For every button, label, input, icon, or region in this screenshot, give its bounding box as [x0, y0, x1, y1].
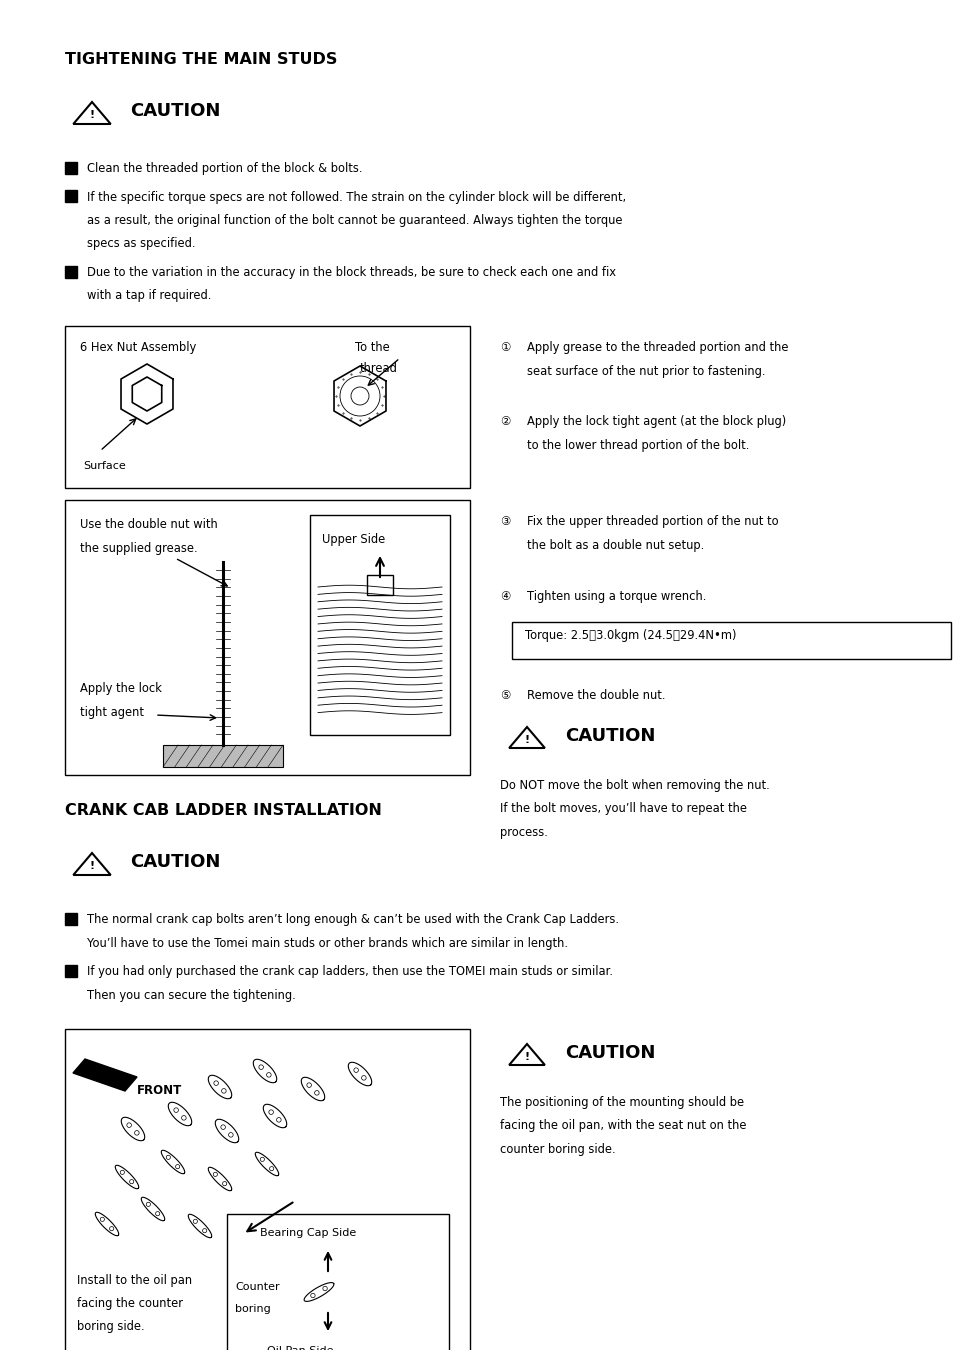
Text: the supplied grease.: the supplied grease. — [80, 541, 197, 555]
Text: !: ! — [90, 861, 94, 871]
Text: Surface: Surface — [83, 460, 126, 471]
Bar — [512, 621, 950, 659]
Text: process.: process. — [499, 826, 547, 838]
Text: ③: ③ — [499, 514, 510, 528]
Text: Counter: Counter — [234, 1282, 279, 1292]
Text: ④: ④ — [499, 590, 510, 603]
Bar — [65, 500, 470, 775]
Text: ⑤: ⑤ — [499, 688, 510, 702]
Text: boring side.: boring side. — [77, 1320, 145, 1332]
Text: Oil Pan Side: Oil Pan Side — [267, 1346, 334, 1350]
Text: CAUTION: CAUTION — [130, 853, 220, 871]
Text: Tighten using a torque wrench.: Tighten using a torque wrench. — [526, 590, 705, 603]
Text: Due to the variation in the accuracy in the block threads, be sure to check each: Due to the variation in the accuracy in … — [87, 266, 616, 279]
Bar — [65, 1029, 470, 1350]
Text: ②: ② — [499, 414, 510, 428]
Polygon shape — [73, 1058, 137, 1091]
Text: counter boring side.: counter boring side. — [499, 1143, 615, 1156]
Text: FRONT: FRONT — [137, 1084, 182, 1098]
Text: !: ! — [524, 1052, 529, 1061]
Bar — [367, 575, 393, 595]
Text: 6 Hex Nut Assembly: 6 Hex Nut Assembly — [80, 342, 196, 354]
Text: boring: boring — [234, 1304, 271, 1314]
Text: Then you can secure the tightening.: Then you can secure the tightening. — [87, 988, 295, 1002]
Text: facing the oil pan, with the seat nut on the: facing the oil pan, with the seat nut on… — [499, 1119, 745, 1133]
Bar — [65, 190, 76, 202]
Text: Fix the upper threaded portion of the nut to: Fix the upper threaded portion of the nu… — [526, 514, 778, 528]
Text: !: ! — [524, 734, 529, 745]
Bar — [227, 1214, 449, 1350]
Text: Install to the oil pan: Install to the oil pan — [77, 1274, 192, 1287]
Text: !: ! — [90, 111, 94, 120]
Text: Apply the lock tight agent (at the block plug): Apply the lock tight agent (at the block… — [526, 414, 785, 428]
Text: the bolt as a double nut setup.: the bolt as a double nut setup. — [526, 539, 703, 552]
Text: CAUTION: CAUTION — [564, 728, 655, 745]
Text: Use the double nut with: Use the double nut with — [80, 518, 217, 531]
Text: Remove the double nut.: Remove the double nut. — [526, 688, 665, 702]
Text: Torque: 2.5～3.0kgm (24.5～29.4N•m): Torque: 2.5～3.0kgm (24.5～29.4N•m) — [524, 629, 736, 641]
Text: You’ll have to use the Tomei main studs or other brands which are similar in len: You’ll have to use the Tomei main studs … — [87, 937, 567, 949]
Bar — [163, 745, 283, 767]
Bar — [65, 325, 470, 487]
Text: seat surface of the nut prior to fastening.: seat surface of the nut prior to fasteni… — [526, 364, 764, 378]
Text: thread: thread — [359, 362, 397, 375]
Text: as a result, the original function of the bolt cannot be guaranteed. Always tigh: as a result, the original function of th… — [87, 215, 622, 227]
Text: TIGHTENING THE MAIN STUDS: TIGHTENING THE MAIN STUDS — [65, 53, 337, 68]
Text: to the lower thread portion of the bolt.: to the lower thread portion of the bolt. — [526, 439, 749, 451]
Text: The normal crank cap bolts aren’t long enough & can’t be used with the Crank Cap: The normal crank cap bolts aren’t long e… — [87, 913, 618, 926]
Text: Clean the threaded portion of the block & bolts.: Clean the threaded portion of the block … — [87, 162, 362, 176]
Bar — [65, 965, 76, 976]
Bar — [65, 162, 76, 174]
Text: Do NOT move the bolt when removing the nut.: Do NOT move the bolt when removing the n… — [499, 779, 769, 792]
Text: Upper Side: Upper Side — [322, 533, 385, 545]
Text: facing the counter: facing the counter — [77, 1297, 183, 1310]
Bar — [65, 266, 76, 278]
Bar — [65, 913, 76, 925]
Text: CAUTION: CAUTION — [564, 1044, 655, 1062]
Text: tight agent: tight agent — [80, 706, 144, 720]
Text: To the: To the — [355, 342, 390, 354]
Text: with a tap if required.: with a tap if required. — [87, 289, 212, 302]
Text: ①: ① — [499, 342, 510, 354]
Bar — [310, 514, 450, 734]
Text: If you had only purchased the crank cap ladders, then use the TOMEI main studs o: If you had only purchased the crank cap … — [87, 965, 613, 977]
Text: CAUTION: CAUTION — [130, 103, 220, 120]
Text: CRANK CAB LADDER INSTALLATION: CRANK CAB LADDER INSTALLATION — [65, 803, 381, 818]
Text: Apply the lock: Apply the lock — [80, 682, 162, 695]
Text: Apply grease to the threaded portion and the: Apply grease to the threaded portion and… — [526, 342, 788, 354]
Text: If the specific torque specs are not followed. The strain on the cylinder block : If the specific torque specs are not fol… — [87, 190, 625, 204]
Text: specs as specified.: specs as specified. — [87, 238, 195, 251]
Text: The positioning of the mounting should be: The positioning of the mounting should b… — [499, 1096, 743, 1108]
Text: Bearing Cap Side: Bearing Cap Side — [260, 1228, 355, 1238]
Text: If the bolt moves, you’ll have to repeat the: If the bolt moves, you’ll have to repeat… — [499, 802, 746, 815]
